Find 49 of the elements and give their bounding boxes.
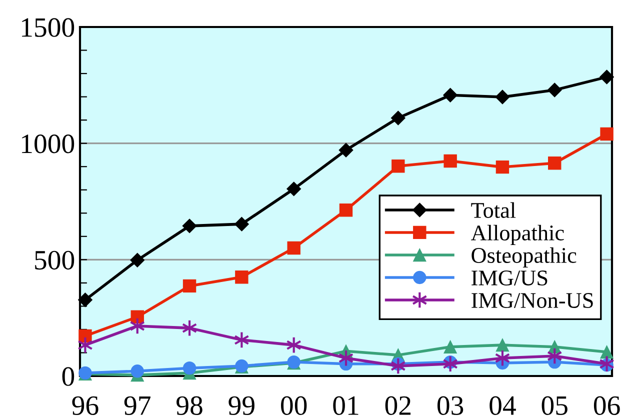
y-tick-label: 500 [35,250,74,270]
point [287,241,300,255]
y-tick-label: 1500 [22,18,74,37]
point [182,279,196,293]
point [444,340,457,354]
x-tick-label: 00 [281,396,307,415]
x-tick-label: 96 [72,396,98,415]
x-tick-label: 04 [490,396,516,415]
point [599,355,614,373]
x-tick-label: 06 [594,396,620,415]
point [182,361,196,375]
x-tick-label: 98 [176,396,202,415]
point [443,88,458,102]
point [182,218,197,234]
point [130,364,144,378]
point [547,82,562,98]
point [496,338,510,352]
point [78,292,92,308]
point [496,160,510,174]
x-tick-label: 01 [333,396,358,415]
legend-label: Total [471,202,516,218]
x-tick-label: 99 [228,396,254,415]
point [78,336,93,354]
point [338,142,354,158]
legend-label: IMG/Non-US [472,293,593,308]
point [130,252,145,268]
point [600,127,614,141]
legend-label: Allopathic [470,224,564,245]
point [442,355,458,373]
y-tick-label: 1000 [22,134,74,154]
point [392,160,405,173]
point [444,154,457,168]
x-tick-label: 97 [124,396,150,415]
legend-label: Osteopathic [472,247,576,268]
x-tick-label: 02 [385,396,411,415]
y-tick-label: 0 [62,367,74,386]
point [234,216,249,232]
point [495,90,510,104]
point [390,110,406,126]
point [390,357,406,375]
point [339,204,353,217]
point [548,156,562,170]
x-tick-label: 03 [437,396,464,415]
point [235,270,248,284]
x-tick-label: 05 [542,396,568,415]
point [600,345,614,359]
point [600,70,614,84]
point [286,182,302,196]
legend-label: IMG/US [472,270,548,286]
